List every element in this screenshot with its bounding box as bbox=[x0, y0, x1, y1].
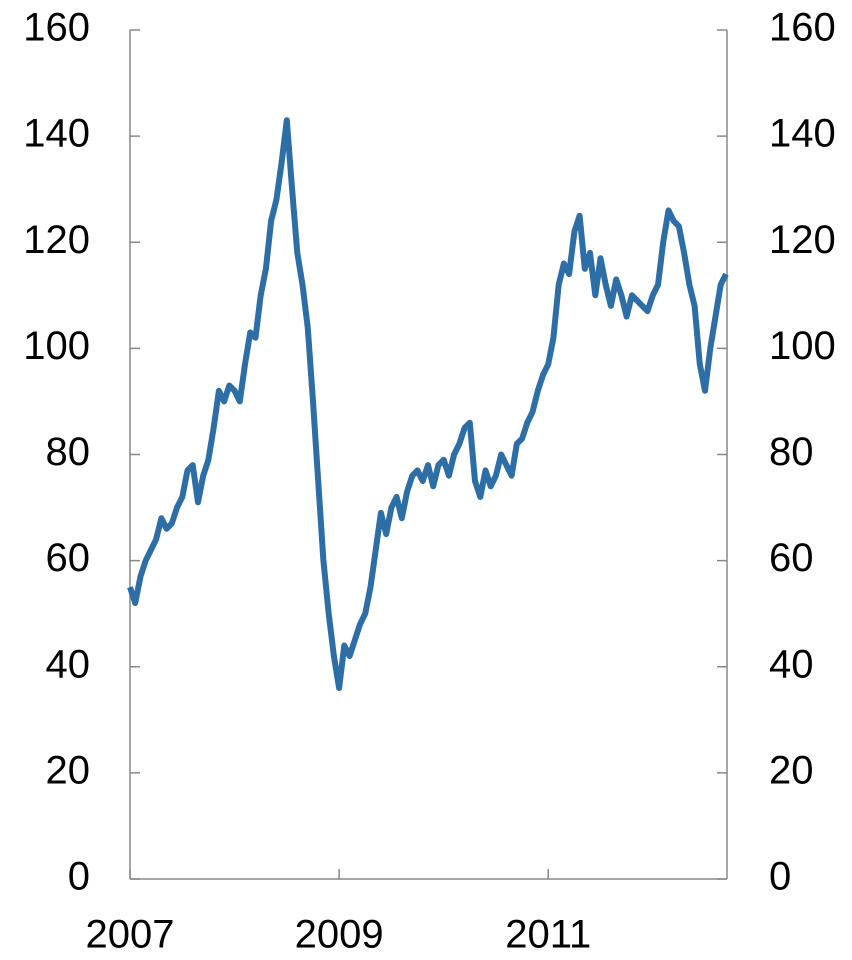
y2-tick-label: 0 bbox=[769, 855, 791, 899]
y2-tick-label: 20 bbox=[769, 748, 814, 792]
y-tick-label: 40 bbox=[46, 642, 91, 686]
y2-tick-label: 120 bbox=[769, 218, 836, 262]
y-tick-label: 100 bbox=[23, 324, 90, 368]
y-tick-label: 160 bbox=[23, 6, 90, 50]
y2-tick-label: 100 bbox=[769, 324, 836, 368]
y-tick-label: 0 bbox=[68, 855, 90, 899]
y-tick-label: 120 bbox=[23, 218, 90, 262]
y-tick-label: 80 bbox=[46, 430, 91, 474]
x-tick-label: 2009 bbox=[295, 913, 384, 957]
y-tick-label: 140 bbox=[23, 112, 90, 156]
y-tick-label: 20 bbox=[46, 748, 91, 792]
x-tick-label: 2007 bbox=[86, 913, 175, 957]
y-tick-label: 60 bbox=[46, 536, 91, 580]
y2-tick-label: 160 bbox=[769, 6, 836, 50]
y2-tick-label: 40 bbox=[769, 642, 814, 686]
data-line bbox=[127, 117, 729, 691]
y2-tick-label: 60 bbox=[769, 536, 814, 580]
x-tick-label: 2011 bbox=[505, 913, 591, 957]
y2-tick-label: 80 bbox=[769, 430, 814, 474]
y2-tick-label: 140 bbox=[769, 112, 836, 156]
